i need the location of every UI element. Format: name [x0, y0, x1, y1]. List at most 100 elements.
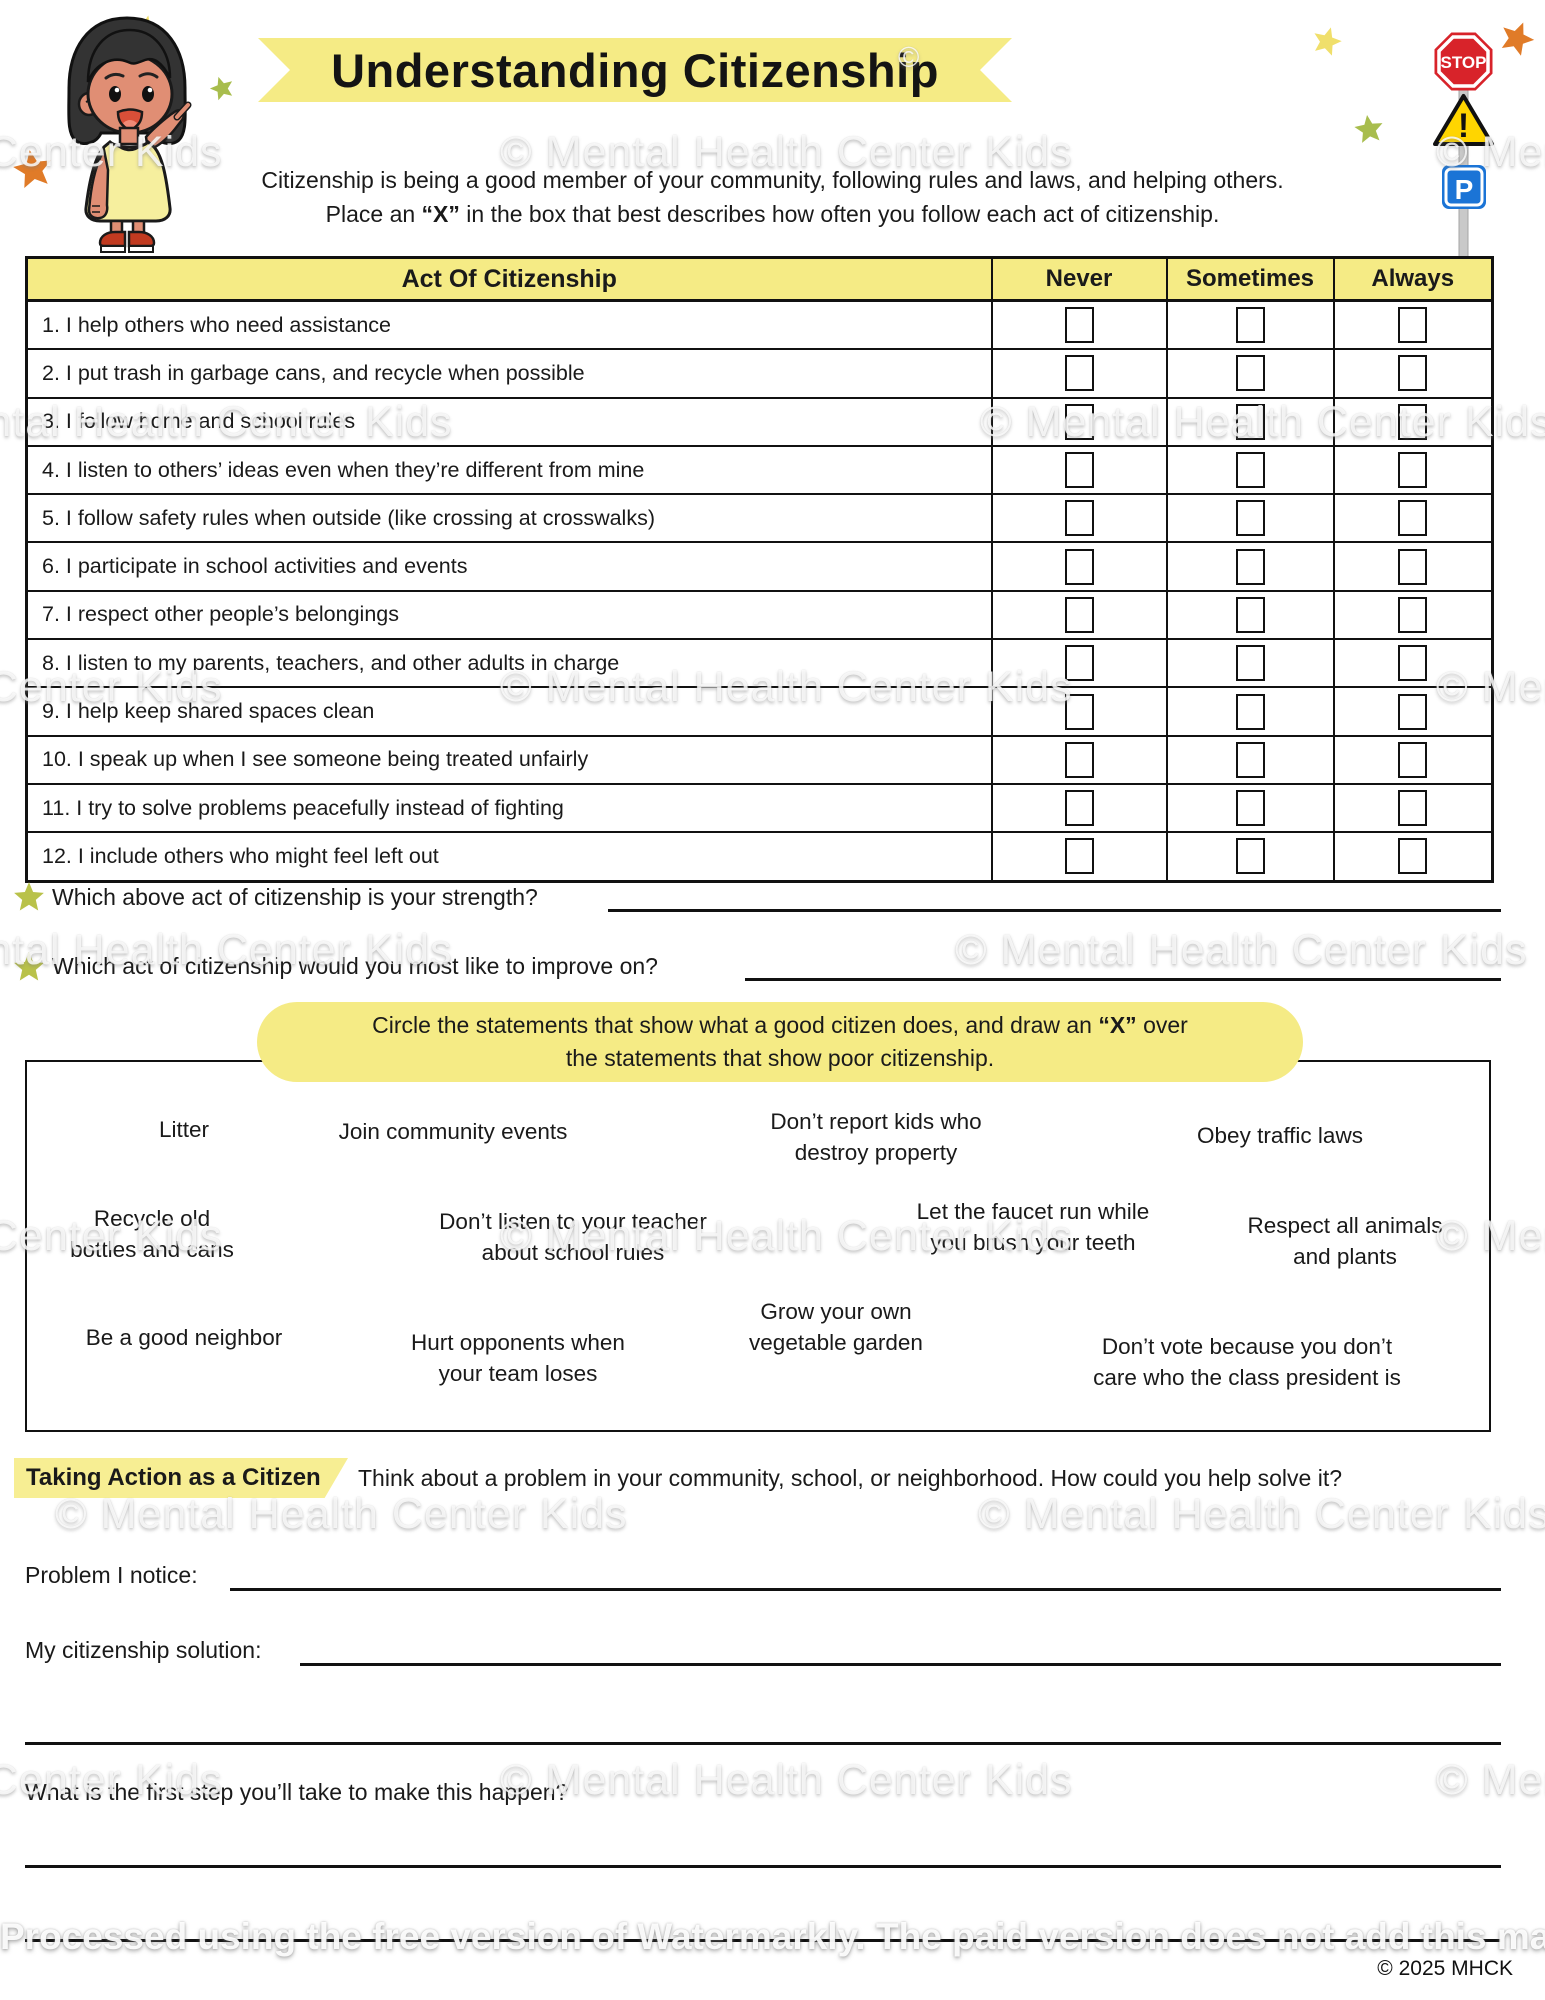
checkbox[interactable]	[1235, 307, 1265, 344]
page-title: Understanding Citizenship	[331, 43, 939, 97]
checkbox[interactable]	[1064, 645, 1094, 682]
column-header-act: Act Of Citizenship	[25, 256, 993, 302]
checkbox[interactable]	[1398, 452, 1428, 489]
statement-item[interactable]: Obey traffic laws	[1197, 1123, 1363, 1148]
answer-line-improve[interactable]	[745, 978, 1501, 981]
checkbox-cell	[1165, 686, 1335, 737]
checkbox[interactable]	[1064, 838, 1094, 875]
answer-line-problem[interactable]	[230, 1588, 1501, 1591]
checkbox[interactable]	[1398, 838, 1428, 875]
checkbox[interactable]	[1064, 548, 1094, 585]
checkbox[interactable]	[1235, 645, 1265, 682]
checkbox-cell	[1165, 734, 1335, 785]
act-label: 1. I help others who need assistance	[25, 299, 993, 351]
checkbox-cell	[1165, 493, 1335, 544]
statements-box	[25, 1060, 1491, 1432]
act-label: 4. I listen to others’ ideas even when t…	[25, 444, 993, 496]
checkbox[interactable]	[1398, 741, 1428, 778]
checkbox-cell	[1165, 638, 1335, 689]
statement-item[interactable]: Litter	[158, 1117, 210, 1142]
checkbox[interactable]	[1235, 596, 1265, 633]
statement-item[interactable]: Hurt opponents when your team loses	[411, 1330, 625, 1386]
statement-item[interactable]: Don’t report kids who destroy property	[770, 1109, 982, 1165]
question-improve: Which act of citizenship would you most …	[52, 953, 658, 979]
checkbox[interactable]	[1398, 307, 1428, 344]
girl-character-illustration	[67, 16, 192, 253]
checkbox[interactable]	[1235, 548, 1265, 585]
act-label: 5. I follow safety rules when outside (l…	[25, 493, 993, 544]
checkbox-cell	[990, 444, 1168, 496]
act-label: 6. I participate in school activities an…	[25, 541, 993, 592]
checkbox[interactable]	[1235, 693, 1265, 730]
checkbox[interactable]	[1235, 452, 1265, 489]
answer-line-solution[interactable]	[300, 1663, 1501, 1666]
statement-item[interactable]: Join community events	[338, 1119, 568, 1144]
table-row: 11. I try to solve problems peacefully i…	[25, 782, 1494, 834]
checkbox[interactable]	[1235, 741, 1265, 778]
checkbox-cell	[1332, 686, 1494, 737]
checkbox-cell	[1332, 444, 1494, 496]
checkbox-cell	[990, 493, 1168, 544]
circle-instruction-line-1: Circle the statements that show what a g…	[372, 1012, 1188, 1038]
checkbox-cell	[1165, 348, 1335, 399]
checkbox[interactable]	[1064, 500, 1094, 537]
table-row: 9. I help keep shared spaces clean	[25, 686, 1494, 737]
checkbox-cell	[990, 589, 1168, 641]
checkbox-cell	[990, 299, 1168, 351]
parking-sign-icon: P	[1442, 165, 1486, 209]
checkbox[interactable]	[1064, 307, 1094, 344]
checkbox[interactable]	[1398, 403, 1428, 440]
checkbox[interactable]	[1398, 693, 1428, 730]
checkbox[interactable]	[1064, 403, 1094, 440]
field-label-solution: My citizenship solution:	[25, 1637, 262, 1663]
intro-line-2: Place an “X” in the box that best descri…	[325, 201, 1220, 227]
statement-item[interactable]: Don’t listen to your teacher about school…	[439, 1209, 707, 1265]
checkbox-cell	[990, 734, 1168, 785]
answer-line-first-step[interactable]	[25, 1865, 1501, 1868]
checkbox-cell	[1332, 541, 1494, 592]
star-icon	[13, 150, 51, 189]
checkbox[interactable]	[1064, 790, 1094, 827]
answer-line-strength[interactable]	[608, 909, 1501, 912]
checkbox[interactable]	[1398, 645, 1428, 682]
statement-item[interactable]: Don’t vote because you don’t care who the…	[1093, 1334, 1401, 1390]
checkbox-cell	[990, 831, 1168, 883]
checkbox-cell	[1332, 396, 1494, 447]
column-header-always: Always	[1332, 256, 1494, 302]
checkbox[interactable]	[1235, 403, 1265, 440]
checkbox-cell	[990, 782, 1168, 834]
checkbox[interactable]	[1235, 838, 1265, 875]
statement-item[interactable]: Let the faucet run while you brush your t…	[916, 1199, 1150, 1255]
checkbox[interactable]	[1235, 355, 1265, 392]
star-icon	[1501, 22, 1535, 56]
title-banner: Understanding Citizenship	[258, 38, 1012, 102]
checkbox[interactable]	[1398, 355, 1428, 392]
watermark-text: © Mental Health Center Kids	[978, 1490, 1545, 1538]
checkbox[interactable]	[1398, 500, 1428, 537]
checkbox[interactable]	[1064, 452, 1094, 489]
act-label: 10. I speak up when I see someone being …	[25, 734, 993, 785]
checkbox-cell	[1332, 782, 1494, 834]
statement-item[interactable]: Respect all animals and plants	[1247, 1213, 1443, 1269]
statement-item[interactable]: Be a good neighbor	[85, 1325, 283, 1350]
checkbox[interactable]	[1064, 355, 1094, 392]
checkbox[interactable]	[1064, 741, 1094, 778]
checkbox[interactable]	[1235, 790, 1265, 827]
star-icon	[1314, 27, 1342, 56]
statement-item[interactable]: Recycle old bottles and cans	[70, 1206, 234, 1262]
watermark-text: © Mental Health Center Kids	[955, 926, 1528, 974]
checkbox[interactable]	[1064, 596, 1094, 633]
table-row: 1. I help others who need assistance	[25, 299, 1494, 351]
checkbox-cell	[1165, 831, 1335, 883]
circle-instruction-line-2: the statements that show poor citizenshi…	[565, 1045, 995, 1071]
statement-item[interactable]: Grow your own vegetable garden	[749, 1299, 923, 1355]
checkbox[interactable]	[1235, 500, 1265, 537]
taking-action-prompt: Think about a problem in your community,…	[358, 1465, 1343, 1491]
answer-line-first-step-2[interactable]	[25, 1939, 1501, 1942]
table-row: 10. I speak up when I see someone being …	[25, 734, 1494, 785]
answer-line-solution-2[interactable]	[25, 1742, 1501, 1745]
checkbox[interactable]	[1064, 693, 1094, 730]
checkbox[interactable]	[1398, 790, 1428, 827]
checkbox[interactable]	[1398, 548, 1428, 585]
checkbox[interactable]	[1398, 596, 1428, 633]
